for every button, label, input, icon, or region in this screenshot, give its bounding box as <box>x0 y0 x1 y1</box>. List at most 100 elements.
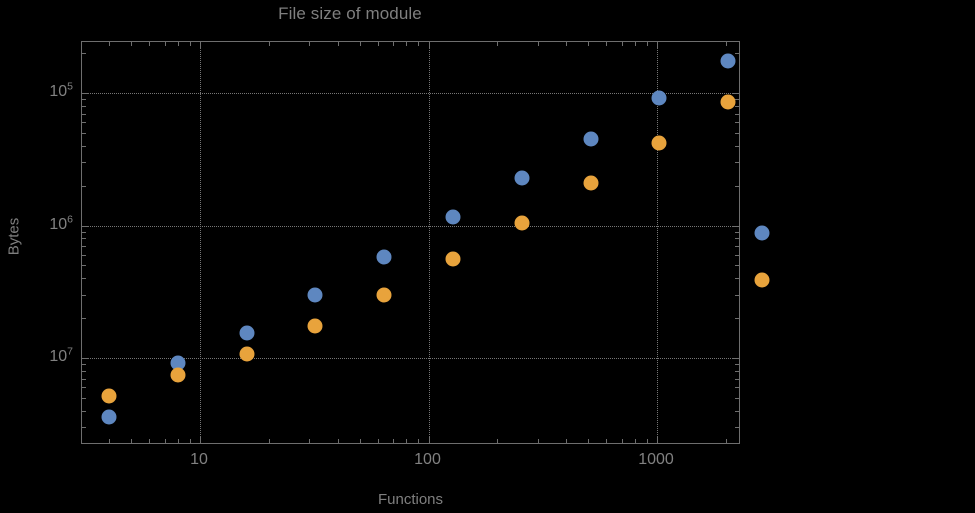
axis-tick <box>735 185 739 187</box>
axis-tick <box>359 439 361 443</box>
axis-tick <box>82 93 89 94</box>
data-point-blue <box>514 170 530 186</box>
data-point-orange <box>445 251 461 267</box>
axis-tick <box>82 378 86 380</box>
axis-tick <box>82 265 86 267</box>
axis-tick <box>82 231 86 233</box>
axis-tick <box>735 162 739 164</box>
data-point-orange <box>376 287 392 303</box>
x-axis-tick-label: 100 <box>414 451 441 468</box>
axis-tick <box>732 225 739 227</box>
axis-tick <box>735 294 739 296</box>
axis-tick <box>200 42 201 49</box>
axis-tick <box>377 439 379 443</box>
gridline-horizontal <box>82 358 739 359</box>
axis-tick <box>646 439 648 443</box>
axis-tick <box>82 278 86 280</box>
axis-tick <box>82 254 86 256</box>
axis-tick <box>418 439 420 443</box>
gridline-horizontal <box>82 225 739 227</box>
axis-tick <box>646 42 648 46</box>
axis-tick <box>735 238 739 240</box>
axis-tick <box>359 42 361 46</box>
axis-tick <box>164 439 166 443</box>
axis-tick <box>497 42 499 46</box>
axis-tick <box>735 265 739 267</box>
axis-tick <box>189 439 191 443</box>
axis-tick <box>109 439 111 443</box>
axis-tick <box>735 231 739 233</box>
axis-tick <box>393 42 395 46</box>
data-point-blue <box>720 53 736 69</box>
axis-tick <box>735 113 739 115</box>
axis-tick <box>82 397 86 399</box>
axis-tick <box>735 145 739 147</box>
axis-tick <box>735 397 739 399</box>
axis-tick <box>537 439 539 443</box>
plot-frame <box>81 41 740 444</box>
axis-tick <box>82 427 86 429</box>
data-point-blue <box>583 131 599 147</box>
x-axis-tick-labels: 10 100 1000 <box>0 451 975 475</box>
axis-tick <box>82 113 86 115</box>
data-point-orange <box>101 388 117 404</box>
axis-tick <box>82 99 86 101</box>
axis-tick <box>497 439 499 443</box>
axis-tick <box>82 387 86 389</box>
axis-tick <box>82 53 86 55</box>
axis-tick <box>735 278 739 280</box>
axis-tick <box>82 318 86 320</box>
axis-tick <box>735 254 739 256</box>
gridline-horizontal <box>82 93 739 94</box>
y-axis-tick-labels: 107 106 105 <box>0 41 73 444</box>
axis-tick <box>131 439 133 443</box>
axis-tick <box>735 132 739 134</box>
axis-tick <box>634 42 636 46</box>
y-axis-tick-label: 105 <box>49 80 73 100</box>
axis-tick <box>82 105 86 107</box>
axis-tick <box>82 246 86 248</box>
data-point-blue <box>651 90 667 106</box>
axis-tick <box>428 436 430 443</box>
axis-tick <box>109 42 111 46</box>
chart-title: File size of module <box>278 4 422 23</box>
gridline-vertical <box>657 42 658 443</box>
data-point-blue <box>101 409 117 425</box>
axis-tick <box>566 439 568 443</box>
gridline-vertical <box>428 42 430 443</box>
axis-tick <box>82 162 86 164</box>
axis-tick <box>82 238 86 240</box>
axis-tick <box>566 42 568 46</box>
data-point-orange <box>514 215 530 231</box>
axis-tick <box>177 439 179 443</box>
axis-tick <box>82 358 89 359</box>
axis-tick <box>735 410 739 412</box>
axis-tick <box>82 410 86 412</box>
data-point-blue <box>376 249 392 265</box>
axis-tick <box>537 42 539 46</box>
axis-tick <box>82 145 86 147</box>
axis-tick <box>621 42 623 46</box>
axis-tick <box>406 439 408 443</box>
x-axis-tick-label: 10 <box>190 451 208 468</box>
axis-tick <box>82 185 86 187</box>
plot-area <box>82 42 739 443</box>
axis-tick <box>725 42 727 46</box>
axis-tick <box>732 358 739 359</box>
data-point-outside-blue <box>754 225 770 240</box>
axis-tick <box>735 53 739 55</box>
y-axis-tick-label: 107 <box>49 345 73 365</box>
axis-tick <box>735 378 739 380</box>
data-point-orange <box>720 94 736 110</box>
axis-tick <box>735 318 739 320</box>
axis-tick <box>82 370 86 372</box>
axis-tick <box>621 439 623 443</box>
gridline-vertical <box>200 42 201 443</box>
axis-tick <box>657 436 658 443</box>
axis-tick <box>606 42 608 46</box>
y-axis-title: Bytes <box>5 217 23 256</box>
axis-tick <box>149 42 151 46</box>
axis-tick <box>588 42 590 46</box>
axis-tick <box>164 42 166 46</box>
